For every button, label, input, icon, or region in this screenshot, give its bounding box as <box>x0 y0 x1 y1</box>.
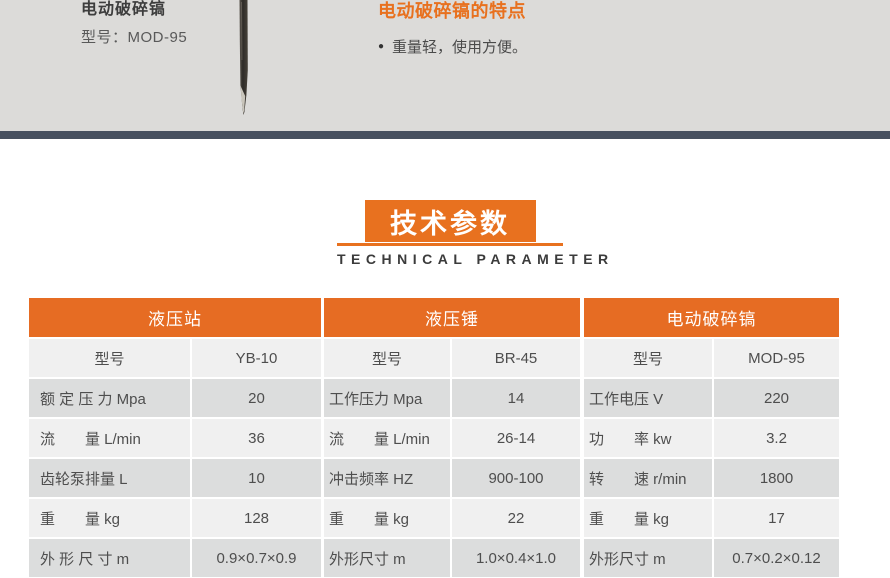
param-value: 0.9×0.7×0.9 <box>192 539 321 577</box>
param-value: 900-100 <box>452 459 580 497</box>
table-group-header: 电动破碎镐 <box>584 298 839 337</box>
param-value: 220 <box>714 379 839 417</box>
param-label: 外形尺寸 m <box>584 539 712 577</box>
param-value: 36 <box>192 419 321 457</box>
param-value: 1.0×0.4×1.0 <box>452 539 580 577</box>
param-value: YB-10 <box>192 339 321 377</box>
param-label: 重 量 kg <box>584 499 712 537</box>
features-block: 电动破碎镐的特点 ● 重量轻，使用方便。 <box>378 0 527 57</box>
param-value: 10 <box>192 459 321 497</box>
section-title-zh: 技术参数 <box>364 200 536 242</box>
param-value: 26-14 <box>452 419 580 457</box>
param-label: 流 量 L/min <box>324 419 450 457</box>
table-group-hydraulic-hammer: 液压锤 型号 BR-45 工作压力 Mpa 14 流 量 L/min 26-14… <box>324 298 580 577</box>
param-label: 转 速 r/min <box>584 459 712 497</box>
param-label: 齿轮泵排量 L <box>29 459 190 497</box>
param-value: 128 <box>192 499 321 537</box>
param-label: 工作电压 V <box>584 379 712 417</box>
feature-list-item: ● 重量轻，使用方便。 <box>378 36 527 57</box>
param-value: 20 <box>192 379 321 417</box>
table-group-electric-breaker: 电动破碎镐 型号 MOD-95 工作电压 V 220 功 率 kw 3.2 转 … <box>584 298 839 577</box>
hero-section: 电动破碎镐 型号：MOD-95 电动破碎镐的特点 ● 重量轻，使用方便。 <box>0 0 890 131</box>
section-title-underline <box>337 243 563 246</box>
param-value: 17 <box>714 499 839 537</box>
param-label: 额 定 压 力 Mpa <box>29 379 190 417</box>
param-label: 型号 <box>29 339 190 377</box>
table-group-header: 液压锤 <box>324 298 580 337</box>
product-info-block: 电动破碎镐 型号：MOD-95 <box>81 0 187 47</box>
product-model: 型号：MOD-95 <box>81 29 188 46</box>
features-title: 电动破碎镐的特点 <box>378 1 526 21</box>
param-value: BR-45 <box>452 339 580 377</box>
param-value: 0.7×0.2×0.12 <box>714 539 839 577</box>
feature-text: 重量轻，使用方便。 <box>392 39 528 56</box>
section-title-en: TECHNICAL PARAMETER <box>337 251 614 267</box>
product-photo-chisel <box>239 0 248 115</box>
param-value: 3.2 <box>714 419 839 457</box>
param-value: 1800 <box>714 459 839 497</box>
section-divider-bar <box>0 131 890 139</box>
param-label: 流 量 L/min <box>29 419 190 457</box>
param-value: 14 <box>452 379 580 417</box>
param-label: 外形尺寸 m <box>324 539 450 577</box>
param-label: 外 形 尺 寸 m <box>29 539 190 577</box>
param-label: 功 率 kw <box>584 419 712 457</box>
param-label: 工作压力 Mpa <box>324 379 450 417</box>
section-title-block: 技术参数 TECHNICAL PARAMETER <box>337 200 614 267</box>
param-label: 型号 <box>324 339 450 377</box>
param-label: 冲击频率 HZ <box>324 459 450 497</box>
param-label: 重 量 kg <box>29 499 190 537</box>
param-label: 重 量 kg <box>324 499 450 537</box>
bullet-icon: ● <box>378 41 385 52</box>
table-group-header: 液压站 <box>29 298 321 337</box>
param-value: 22 <box>452 499 580 537</box>
param-value: MOD-95 <box>714 339 839 377</box>
technical-parameter-table: 液压站 型号 YB-10 额 定 压 力 Mpa 20 流 量 L/min 36… <box>29 298 890 577</box>
table-group-hydraulic-station: 液压站 型号 YB-10 额 定 压 力 Mpa 20 流 量 L/min 36… <box>29 298 321 577</box>
param-label: 型号 <box>584 339 712 377</box>
product-name: 电动破碎镐 <box>81 1 167 18</box>
